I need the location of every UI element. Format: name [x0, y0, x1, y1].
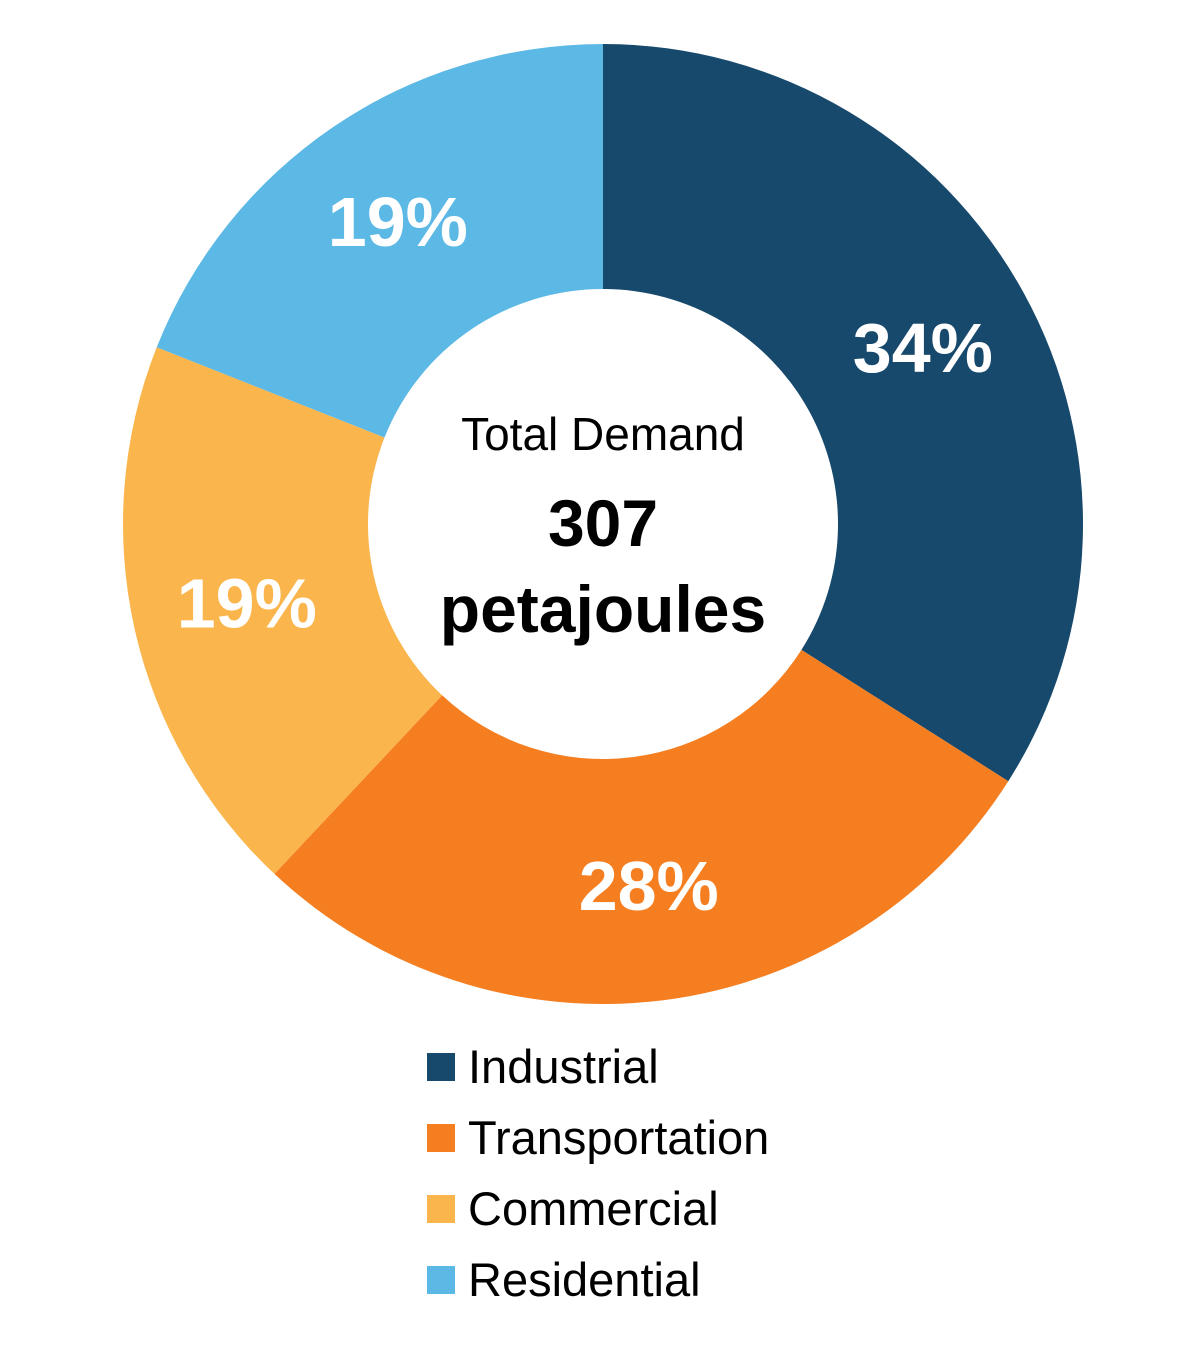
legend-label-residential: Residential	[468, 1253, 701, 1306]
legend-item-industrial: Industrial	[427, 1040, 769, 1094]
center-label-unit: petajoules	[440, 572, 766, 646]
slice-percent-label-industrial: 34%	[853, 309, 993, 387]
slice-percent-label-residential: 19%	[328, 183, 468, 261]
legend: Industrial Transportation Commercial Reside…	[427, 1040, 769, 1307]
slice-percent-label-commercial: 19%	[177, 565, 317, 643]
legend-swatch-residential	[427, 1266, 455, 1294]
legend-item-transportation: Transportation	[427, 1111, 769, 1165]
slice-percent-labels: 34% 28% 19% 19%	[177, 183, 993, 925]
slice-transportation	[274, 649, 1009, 1005]
center-label-value: 307	[548, 486, 658, 560]
legend-item-residential: Residential	[427, 1253, 769, 1307]
legend-swatch-commercial	[427, 1195, 455, 1223]
slice-residential	[156, 44, 604, 438]
slice-industrial	[603, 44, 1083, 782]
legend-label-industrial: Industrial	[468, 1040, 659, 1093]
legend-label-commercial: Commercial	[468, 1182, 719, 1235]
slice-commercial	[123, 347, 443, 874]
legend-item-commercial: Commercial	[427, 1182, 769, 1236]
donut-center-label: Total Demand 307 petajoules	[440, 408, 766, 646]
slice-percent-label-transportation: 28%	[579, 847, 719, 925]
legend-swatch-industrial	[427, 1053, 455, 1081]
legend-swatch-transportation	[427, 1124, 455, 1152]
legend-label-transportation: Transportation	[468, 1111, 770, 1164]
donut-slices	[123, 44, 1083, 1005]
center-label-title: Total Demand	[461, 408, 745, 460]
donut-chart: 34% 28% 19% 19% Total Demand 307 petajoules	[123, 44, 1083, 1005]
